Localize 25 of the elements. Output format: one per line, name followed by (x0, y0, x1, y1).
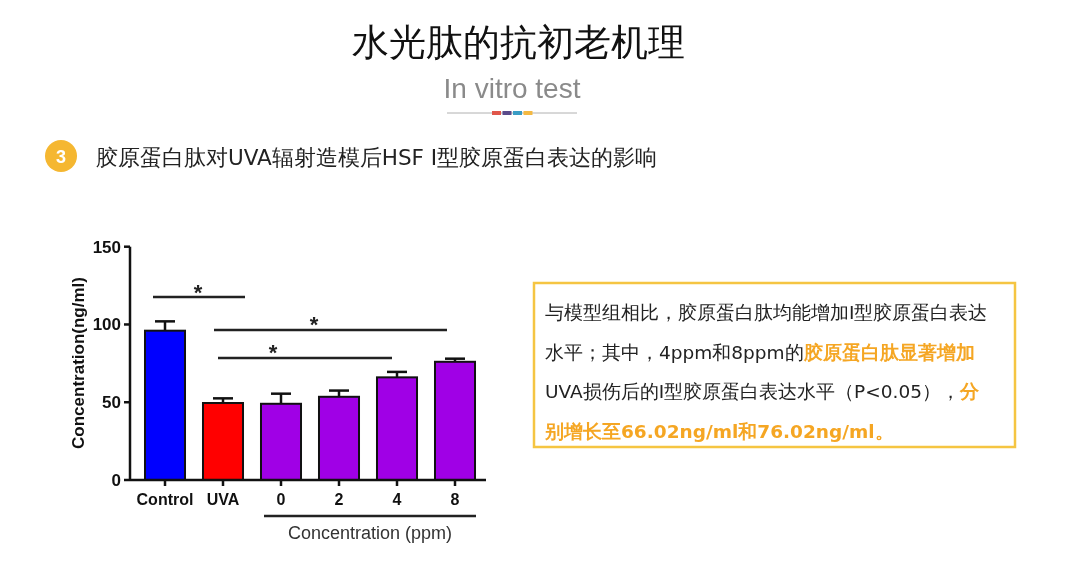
annotation: * (193, 280, 203, 305)
chart-subtitle: In vitro test (443, 73, 581, 104)
text: 水平；其中，4ppm和8ppm的 (545, 341, 804, 363)
x-tick-label: 0 (276, 491, 286, 508)
chart-title: 水光肽的抗初老机理 (351, 21, 685, 64)
x-tick-label: 4 (392, 491, 402, 508)
text: 与模型组相比，胶原蛋白肽均能增加Ⅰ型胶原蛋白表达 (545, 302, 988, 323)
x-tick-label: 2 (334, 491, 344, 508)
y-tick-label: 0 (111, 471, 121, 490)
text: 别增长至66.02ng/ml和76.02ng/ml。 (545, 420, 894, 442)
x-axis-title: Concentration (ppm) (287, 523, 453, 543)
annotation: * (268, 340, 278, 365)
y-tick-label: 100 (92, 315, 121, 335)
annotation: * (309, 312, 319, 337)
y-tick-label: 50 (102, 393, 121, 413)
x-tick-label: UVA (206, 491, 240, 508)
y-tick-label: 150 (92, 237, 121, 257)
text: 3 (55, 146, 67, 167)
x-tick-label: Control (136, 491, 194, 508)
text: UVA损伤后的Ⅰ型胶原蛋白表达水平（P<0.05）， (545, 381, 960, 402)
text: 胶原蛋白肽显著增加 (803, 341, 975, 363)
text: 分 (959, 381, 979, 402)
x-tick-label: 8 (450, 491, 460, 508)
text: 胶原蛋白肽对UVA辐射造模后HSF Ⅰ型胶原蛋白表达的影响 (96, 145, 658, 170)
y-axis-title: Concentration(ng/ml) (69, 277, 88, 449)
